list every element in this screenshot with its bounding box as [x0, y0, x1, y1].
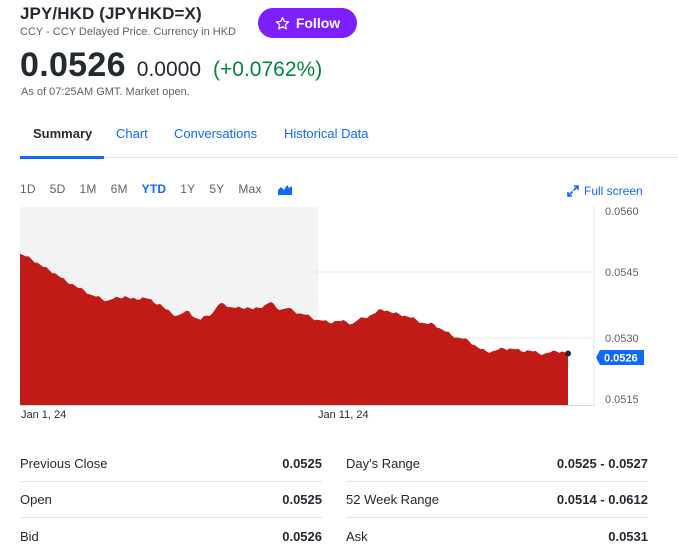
range-1d[interactable]: 1D: [20, 182, 36, 196]
expand-icon: [567, 185, 579, 197]
symbol-title: JPY/HKD (JPYHKD=X): [20, 4, 202, 23]
follow-label: Follow: [295, 15, 341, 31]
full-screen-label: Full screen: [584, 184, 643, 198]
stat-value: 0.0525 - 0.0527: [556, 456, 648, 471]
y-tick-label: 0.0515: [605, 394, 639, 406]
stat-value: 0.0531: [608, 528, 648, 544]
star-icon: [275, 16, 290, 30]
stat-open: Open 0.0525: [20, 482, 322, 518]
stat-value: 0.0525: [282, 492, 322, 507]
stat-label: 52 Week Range: [346, 492, 439, 507]
follow-button[interactable]: Follow: [258, 8, 357, 38]
current-price-tag: 0.0526: [596, 350, 644, 365]
stat-ask: Ask 0.0531: [346, 518, 648, 554]
stat-label: Bid: [20, 528, 39, 544]
x-tick-label: Jan 11, 24: [318, 409, 369, 421]
symbol-subtitle: CCY - CCY Delayed Price. Currency in HKD: [20, 26, 236, 38]
mountain-chart-icon[interactable]: [277, 183, 292, 195]
range-1y[interactable]: 1Y: [180, 182, 196, 196]
stat-previous-close: Previous Close 0.0525: [20, 446, 322, 482]
tab-chart[interactable]: Chart: [116, 126, 148, 141]
price-chart[interactable]: 0.0560 0.0545 0.0530 0.0515 Jan 1, 24 Ja…: [0, 200, 678, 430]
as-of-timestamp: As of 07:25AM GMT. Market open.: [21, 86, 190, 98]
price-area: [20, 253, 568, 405]
range-5d[interactable]: 5D: [49, 182, 66, 196]
tab-summary[interactable]: Summary: [33, 126, 93, 141]
range-ytd[interactable]: YTD: [141, 182, 167, 196]
price-change-percent: (+0.0762%): [213, 58, 323, 81]
stat-days-range: Day's Range 0.0525 - 0.0527: [346, 446, 648, 482]
tab-historical-data[interactable]: Historical Data: [284, 126, 369, 141]
price-change: 0.0000: [136, 58, 202, 81]
stat-label: Previous Close: [20, 456, 108, 471]
quote-price-block: 0.0526 0.0000 (+0.0762%): [20, 46, 322, 85]
x-tick-label: Jan 1, 24: [21, 409, 66, 421]
stat-label: Ask: [346, 528, 368, 544]
current-price: 0.0526: [20, 46, 126, 84]
stat-bid: Bid 0.0526: [20, 518, 322, 554]
y-tick-label: 0.0545: [605, 267, 639, 279]
current-price-tag-label: 0.0526: [604, 353, 638, 365]
full-screen-button[interactable]: Full screen: [567, 184, 643, 198]
stat-label: Day's Range: [346, 456, 421, 471]
tab-conversations[interactable]: Conversations: [174, 126, 258, 141]
range-1m[interactable]: 1M: [79, 182, 97, 196]
stat-value: 0.0514 - 0.0612: [556, 492, 648, 507]
y-tick-label: 0.0560: [605, 206, 639, 218]
range-5y[interactable]: 5Y: [209, 182, 225, 196]
stat-label: Open: [20, 492, 52, 507]
range-selector: 1D 5D 1M 6M YTD 1Y 5Y Max: [20, 182, 292, 196]
stat-value: 0.0525: [282, 456, 322, 471]
quote-tabs: Summary Chart Conversations Historical D…: [20, 118, 678, 159]
stat-value: 0.0526: [282, 528, 322, 544]
range-6m[interactable]: 6M: [110, 182, 128, 196]
active-tab-indicator: [20, 156, 104, 159]
last-price-point: [565, 350, 571, 357]
range-max[interactable]: Max: [238, 182, 262, 196]
stat-52-week-range: 52 Week Range 0.0514 - 0.0612: [346, 482, 648, 518]
quote-header: JPY/HKD (JPYHKD=X) CCY - CCY Delayed Pri…: [20, 4, 236, 38]
price-area-series: [20, 253, 571, 405]
y-tick-label: 0.0530: [605, 333, 639, 345]
